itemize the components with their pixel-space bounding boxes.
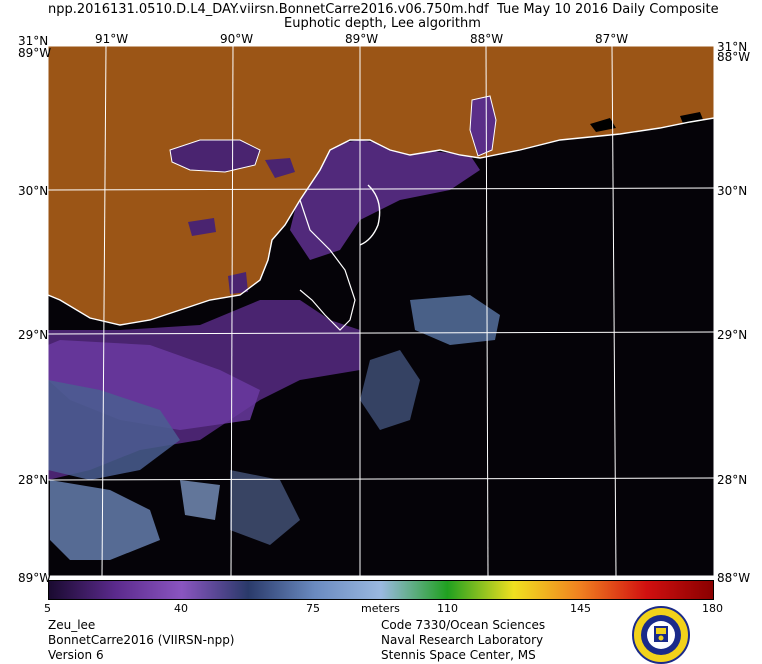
lat-label-top-right: 31°N	[717, 40, 748, 54]
lake-small-2	[228, 272, 248, 294]
lake-outline	[169, 139, 261, 173]
coastline	[48, 117, 714, 326]
colorbar-tick-5: 5	[44, 602, 51, 615]
lat-label-30n-left: 30°N	[18, 184, 49, 198]
lat-label-29n-right: 29°N	[717, 328, 748, 342]
map-frame	[47, 45, 715, 577]
lat-label-29n-left: 29°N	[18, 328, 49, 342]
footer-product: Zeu_lee	[48, 618, 96, 632]
water-blue-patch-6	[180, 480, 220, 520]
footer-dataset: BonnetCarre2016 (VIIRSN-npp)	[48, 633, 235, 647]
lat-label-28n-right: 28°N	[717, 473, 748, 487]
water-blue-patch-5	[230, 470, 300, 545]
parallel-line	[48, 331, 714, 335]
meridian-line	[485, 46, 489, 576]
mobile-bay	[470, 96, 496, 156]
lon-label-88w: 88°W	[470, 32, 504, 46]
water-blue-patch-2	[50, 480, 160, 560]
footer-code: Code 7330/Ocean Sciences	[381, 618, 546, 632]
colorbar-tick-110: 110	[437, 602, 458, 615]
meridian-line	[101, 46, 107, 576]
parallel-line	[48, 477, 714, 481]
corner-label-right-bottom: 88°W	[717, 571, 751, 585]
date-title: Tue May 10 2016 Daily Composite	[497, 2, 719, 17]
colorbar-tick-75: 75	[306, 602, 320, 615]
colorbar-tick-145: 145	[570, 602, 591, 615]
mobile-bay-outline	[469, 95, 497, 157]
colorbar-unit: meters	[361, 602, 400, 615]
lake-borgne	[265, 158, 295, 178]
nrl-seal-logo	[632, 606, 690, 664]
lake-pontchartrain	[170, 140, 260, 172]
corner-label-right-top: 88°W	[717, 50, 751, 64]
coastal-water-purple-2	[290, 140, 480, 260]
colorbar-tick-40: 40	[174, 602, 188, 615]
footer-lab: Naval Research Laboratory	[381, 633, 544, 647]
pensacola-bay	[590, 118, 616, 132]
lon-label-91w: 91°W	[95, 32, 129, 46]
meridian-line	[230, 46, 234, 576]
corner-label-left-bottom: 89°W	[18, 571, 52, 585]
lon-label-90w: 90°W	[220, 32, 254, 46]
meridian-line	[611, 46, 617, 576]
footer-location: Stennis Space Center, MS	[381, 648, 536, 662]
lat-label-top-left: 31°N	[18, 34, 49, 48]
lake-small-1	[188, 218, 216, 236]
parallel-line	[48, 187, 714, 191]
water-blue-patch-4	[360, 350, 420, 430]
lon-label-89w: 89°W	[345, 32, 379, 46]
corner-label-left-top: 89°W	[18, 46, 52, 60]
water-blue-patch-1	[48, 380, 180, 480]
land-area	[48, 46, 714, 325]
subtitle: Euphotic depth, Lee algorithm	[284, 16, 481, 31]
colorbar	[48, 580, 714, 600]
lat-label-28n-left: 28°N	[18, 473, 49, 487]
footer-version: Version 6	[48, 648, 104, 662]
filename-title: npp.2016131.0510.D.L4_DAY.viirsn.BonnetC…	[48, 2, 489, 17]
graticule	[48, 46, 714, 576]
delta-outline	[299, 199, 356, 331]
lon-label-87w: 87°W	[595, 32, 629, 46]
chandeleur-islands	[359, 184, 381, 246]
lat-label-30n-right: 30°N	[717, 184, 748, 198]
colorbar-tick-180: 180	[702, 602, 723, 615]
